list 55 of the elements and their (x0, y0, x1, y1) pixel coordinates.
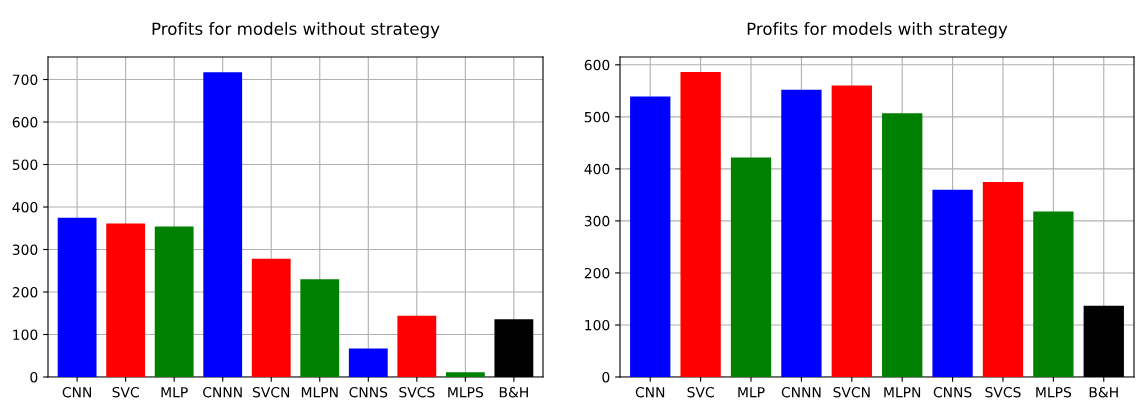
y-tick-label: 400 (12, 201, 38, 213)
bar (730, 157, 772, 377)
y-tick-label: 0 (602, 371, 610, 383)
x-tick-label: CNN (62, 386, 91, 398)
x-tick-label: SVCN (833, 386, 870, 398)
x-tick-label: SVCS (985, 386, 1021, 398)
x-tick-label: CNNN (203, 386, 242, 398)
y-tick-label: 400 (584, 163, 610, 175)
y-tick-label: 100 (13, 329, 38, 340)
x-tick-label: SVC (687, 386, 714, 398)
y-tick-label: 300 (584, 215, 610, 227)
bar (57, 217, 97, 377)
y-tick-label: 200 (584, 267, 610, 279)
x-tick-label: CNNS (349, 386, 388, 398)
x-tick-label: SVCN (252, 386, 290, 398)
y-tick-label: 0 (30, 371, 38, 383)
x-tick-label: MLP (738, 387, 765, 398)
bar (831, 85, 872, 377)
bar (680, 72, 721, 377)
y-tick-label: 700 (12, 74, 38, 85)
bar (982, 181, 1024, 377)
x-tick-label: MLPN (884, 387, 921, 398)
bar (203, 72, 243, 377)
x-tick-label: SVCS (399, 386, 435, 398)
bar (781, 89, 822, 377)
bar (348, 348, 388, 377)
bar (106, 223, 146, 377)
x-tick-label: B&H (1089, 386, 1118, 398)
bar (932, 189, 973, 377)
bar (300, 279, 340, 377)
x-tick-label: MLP (161, 387, 188, 398)
x-tick-label: MLPN (301, 387, 338, 398)
y-tick-label: 100 (585, 319, 610, 331)
bar (251, 258, 291, 377)
y-tick-label: 600 (584, 59, 610, 71)
bar (397, 315, 437, 377)
bar (1033, 211, 1074, 377)
y-tick-label: 200 (12, 286, 38, 298)
y-tick-label: 500 (584, 111, 610, 123)
x-tick-label: CNNS (933, 386, 972, 398)
y-tick-label: 600 (12, 116, 38, 128)
bar (445, 372, 485, 377)
bar (154, 226, 194, 377)
x-tick-label: CNN (635, 386, 665, 398)
x-tick-label: B&H (499, 386, 528, 398)
x-tick-label: MLPS (1036, 386, 1072, 398)
bar (630, 96, 671, 377)
x-tick-label: CNNN (781, 386, 821, 398)
y-tick-label: 500 (12, 159, 38, 170)
x-tick-label: MLPS (448, 386, 484, 398)
chart-title: Profits for models without strategy (152, 22, 440, 39)
x-tick-label: SVC (112, 386, 139, 398)
bar (882, 113, 923, 377)
chart-title: Profits for models with strategy (747, 22, 1008, 39)
y-tick-label: 300 (12, 244, 38, 255)
